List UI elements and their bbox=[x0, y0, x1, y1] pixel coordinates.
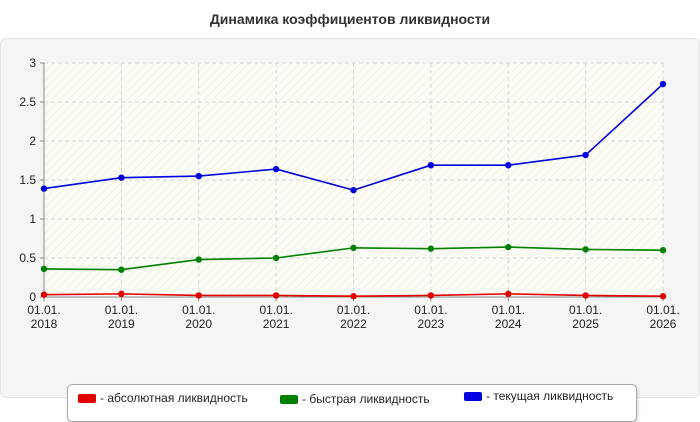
data-point bbox=[582, 246, 589, 253]
data-point bbox=[40, 265, 48, 273]
data-point bbox=[195, 256, 202, 263]
data-point bbox=[659, 293, 667, 300]
data-point bbox=[350, 244, 357, 252]
x-tick-label: 01.01. 2020 bbox=[182, 303, 215, 331]
legend-item-absolute: - абсолютная ликвидность bbox=[78, 391, 248, 405]
y-tick-label: 1.5 bbox=[19, 173, 36, 187]
data-point bbox=[40, 291, 48, 298]
data-point bbox=[582, 151, 589, 159]
y-tick-label: 3 bbox=[29, 56, 36, 70]
y-tick-label: 0.5 bbox=[19, 251, 36, 265]
x-tick-label: 01.01. 2023 bbox=[414, 303, 447, 331]
x-tick-label: 01.01. 2019 bbox=[105, 303, 138, 331]
chart-panel: 0 0.5 1 1.5 2 2.5 3 01.01. 2018 01.01. 2019 01.01. 2… bbox=[0, 38, 700, 422]
data-point bbox=[427, 245, 435, 252]
x-tick-label: 01.01. 2025 bbox=[569, 303, 602, 331]
data-point bbox=[40, 185, 48, 192]
x-tick-label: 01.01. 2021 bbox=[259, 303, 292, 331]
data-point bbox=[659, 247, 667, 254]
data-point bbox=[350, 293, 357, 300]
y-tick-label: 1 bbox=[29, 212, 36, 226]
data-point bbox=[505, 161, 512, 169]
legend-label-current: - текущая ликвидность bbox=[486, 389, 614, 403]
data-point bbox=[272, 292, 280, 299]
data-point bbox=[427, 292, 435, 299]
legend-swatch-quick bbox=[280, 394, 298, 404]
data-point bbox=[659, 80, 667, 88]
data-point bbox=[195, 292, 202, 299]
legend-label-quick: - быстрая ликвидность bbox=[302, 392, 430, 406]
y-tick-label: 0 bbox=[29, 290, 36, 304]
x-tick-label: 01.01. 2024 bbox=[492, 303, 525, 331]
line-chart: 0 0.5 1 1.5 2 2.5 3 01.01. 2018 01.01. 2019 01.01. 2… bbox=[19, 56, 679, 331]
data-point bbox=[272, 254, 280, 262]
legend-swatch-current bbox=[464, 391, 482, 401]
x-tick-label: 01.01. 2022 bbox=[337, 303, 370, 331]
y-tick-label: 2.5 bbox=[19, 95, 36, 109]
data-point bbox=[272, 165, 280, 173]
legend-item-current: - текущая ликвидность bbox=[464, 389, 613, 403]
chart-title: Динамика коэффициентов ликвидности bbox=[209, 11, 491, 27]
data-point bbox=[427, 161, 435, 169]
data-point bbox=[195, 172, 202, 180]
data-point bbox=[505, 243, 512, 251]
x-tick-label: 01.01. 2026 bbox=[646, 303, 679, 331]
data-point bbox=[350, 186, 357, 194]
y-tick-label: 2 bbox=[29, 134, 36, 148]
chart-legend: - абсолютная ликвидность - быстрая ликви… bbox=[67, 384, 637, 422]
data-point bbox=[582, 292, 589, 299]
legend-label-absolute: - абсолютная ликвидность bbox=[100, 391, 248, 405]
data-point bbox=[118, 290, 125, 298]
x-tick-label: 01.01. 2018 bbox=[27, 303, 60, 331]
data-point bbox=[118, 174, 125, 181]
data-point bbox=[505, 290, 512, 298]
legend-item-quick: - быстрая ликвидность bbox=[280, 392, 430, 406]
data-point bbox=[118, 266, 125, 273]
legend-swatch-absolute bbox=[78, 393, 96, 403]
